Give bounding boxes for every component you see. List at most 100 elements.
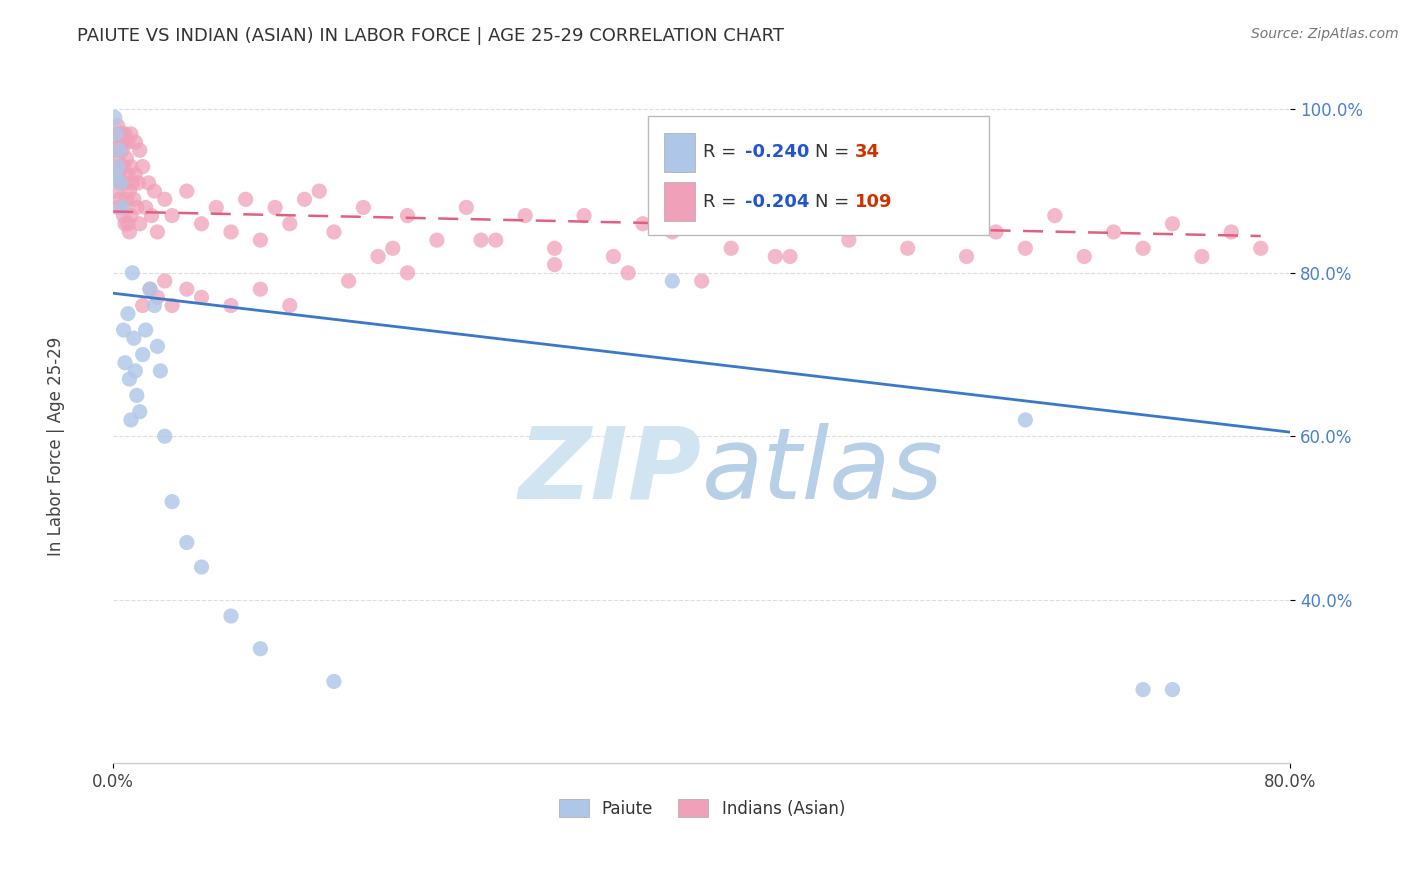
Point bbox=[117, 217, 139, 231]
Point bbox=[107, 160, 129, 174]
Point bbox=[108, 168, 131, 182]
Point bbox=[190, 560, 212, 574]
Point bbox=[808, 217, 831, 231]
Point bbox=[104, 168, 127, 182]
Text: atlas: atlas bbox=[702, 423, 943, 520]
Point bbox=[128, 143, 150, 157]
Point bbox=[141, 209, 163, 223]
Point bbox=[543, 258, 565, 272]
Text: N =: N = bbox=[815, 193, 855, 211]
Point bbox=[139, 282, 162, 296]
Point bbox=[1073, 250, 1095, 264]
Point bbox=[661, 274, 683, 288]
Point bbox=[190, 217, 212, 231]
Point bbox=[131, 160, 153, 174]
Point bbox=[160, 209, 183, 223]
Point bbox=[176, 184, 198, 198]
Point bbox=[631, 217, 654, 231]
Point bbox=[249, 282, 271, 296]
Point bbox=[111, 201, 134, 215]
Point bbox=[135, 323, 157, 337]
Point bbox=[278, 217, 301, 231]
Point bbox=[323, 674, 346, 689]
Point bbox=[1014, 413, 1036, 427]
Point bbox=[105, 143, 128, 157]
Point bbox=[153, 192, 176, 206]
Point bbox=[1102, 225, 1125, 239]
Point bbox=[121, 176, 143, 190]
Point bbox=[1220, 225, 1243, 239]
Point bbox=[219, 609, 242, 624]
Point bbox=[1191, 250, 1213, 264]
Point bbox=[124, 135, 146, 149]
Text: In Labor Force | Age 25-29: In Labor Force | Age 25-29 bbox=[48, 336, 65, 556]
Point bbox=[138, 176, 160, 190]
Point bbox=[160, 494, 183, 508]
Point bbox=[690, 274, 713, 288]
Point bbox=[153, 274, 176, 288]
Point bbox=[219, 298, 242, 312]
Point bbox=[110, 135, 132, 149]
Point bbox=[1161, 682, 1184, 697]
Point bbox=[763, 250, 786, 264]
Point bbox=[125, 201, 148, 215]
Point bbox=[112, 135, 135, 149]
Point bbox=[176, 282, 198, 296]
Point bbox=[114, 356, 136, 370]
Text: Source: ZipAtlas.com: Source: ZipAtlas.com bbox=[1251, 27, 1399, 41]
Point bbox=[128, 405, 150, 419]
Point bbox=[868, 209, 890, 223]
Point bbox=[111, 201, 134, 215]
Point bbox=[515, 209, 537, 223]
Point bbox=[1043, 209, 1066, 223]
Point bbox=[112, 323, 135, 337]
Point bbox=[897, 241, 920, 255]
Point bbox=[153, 429, 176, 443]
Point bbox=[352, 201, 374, 215]
Point bbox=[128, 217, 150, 231]
Point bbox=[602, 250, 624, 264]
Point bbox=[249, 233, 271, 247]
Text: PAIUTE VS INDIAN (ASIAN) IN LABOR FORCE | AGE 25-29 CORRELATION CHART: PAIUTE VS INDIAN (ASIAN) IN LABOR FORCE … bbox=[77, 27, 785, 45]
Point bbox=[146, 225, 169, 239]
Point bbox=[117, 307, 139, 321]
Point bbox=[1014, 241, 1036, 255]
Point bbox=[264, 201, 287, 215]
Point bbox=[278, 298, 301, 312]
Point bbox=[1161, 217, 1184, 231]
Point bbox=[117, 135, 139, 149]
Text: R =: R = bbox=[703, 193, 742, 211]
Text: -0.240: -0.240 bbox=[745, 144, 810, 161]
Point bbox=[308, 184, 330, 198]
Point bbox=[105, 184, 128, 198]
Point bbox=[124, 168, 146, 182]
Text: R =: R = bbox=[703, 144, 742, 161]
Text: 109: 109 bbox=[855, 193, 893, 211]
Point bbox=[160, 298, 183, 312]
Point bbox=[118, 184, 141, 198]
Point bbox=[294, 192, 316, 206]
Text: -0.204: -0.204 bbox=[745, 193, 810, 211]
Point bbox=[749, 209, 772, 223]
Point bbox=[111, 143, 134, 157]
Point bbox=[367, 250, 389, 264]
Point bbox=[323, 225, 346, 239]
Text: N =: N = bbox=[815, 144, 855, 161]
Point bbox=[396, 209, 419, 223]
Point bbox=[131, 298, 153, 312]
Point bbox=[115, 152, 138, 166]
Point bbox=[543, 241, 565, 255]
Point bbox=[120, 127, 142, 141]
Point bbox=[617, 266, 640, 280]
Point bbox=[107, 201, 129, 215]
Point bbox=[176, 535, 198, 549]
Point bbox=[110, 176, 132, 190]
Point bbox=[120, 413, 142, 427]
Point bbox=[139, 282, 162, 296]
Point bbox=[108, 143, 131, 157]
Point bbox=[720, 241, 742, 255]
Point bbox=[135, 201, 157, 215]
Point bbox=[661, 225, 683, 239]
Point bbox=[112, 160, 135, 174]
Point bbox=[124, 364, 146, 378]
